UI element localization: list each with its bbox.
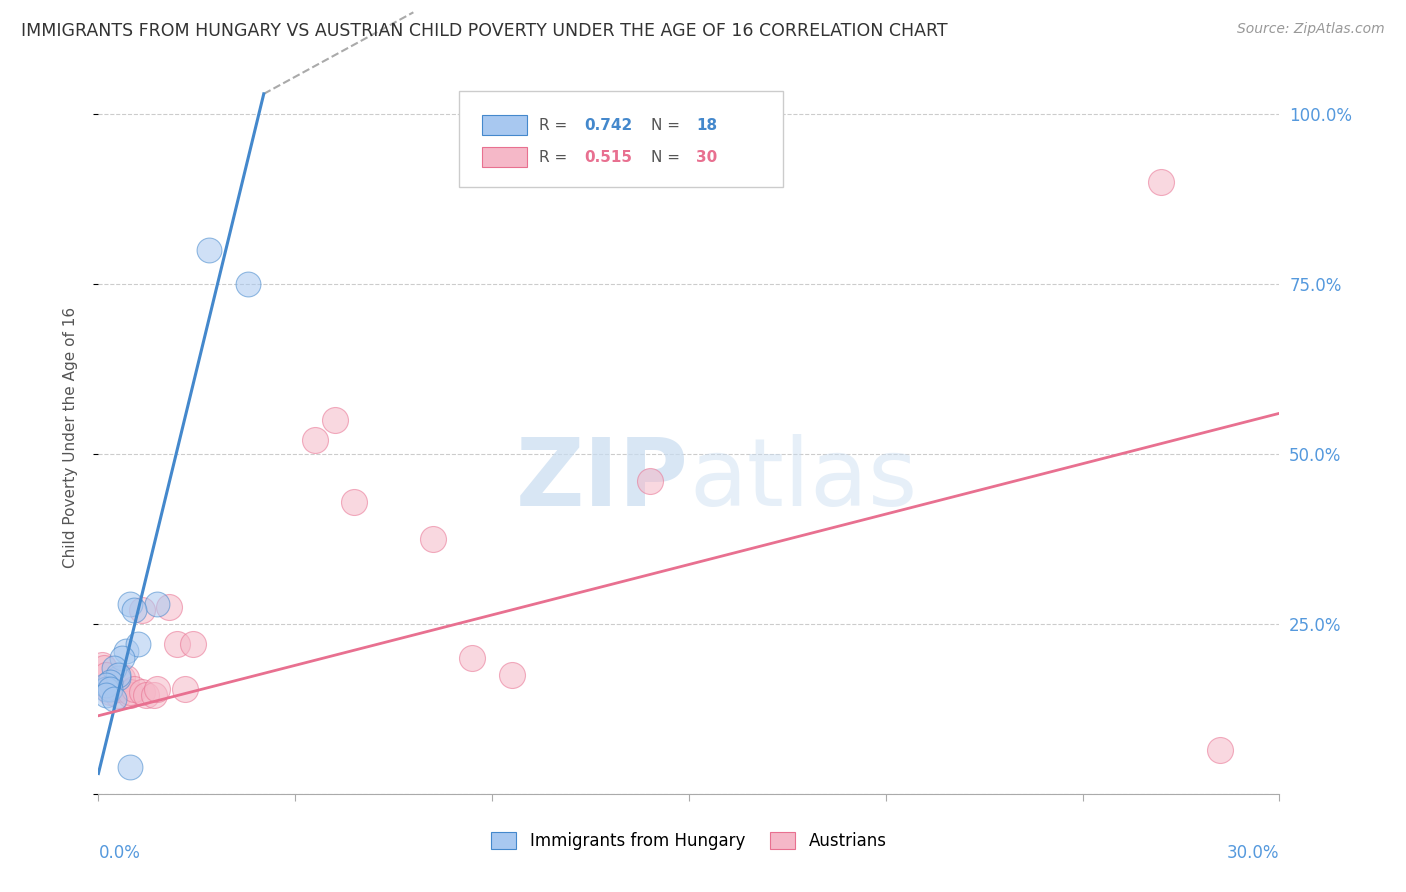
Point xyxy=(166,637,188,651)
Point xyxy=(146,597,169,611)
Point xyxy=(181,637,204,651)
Text: 0.742: 0.742 xyxy=(583,118,633,133)
Point xyxy=(146,681,169,696)
FancyBboxPatch shape xyxy=(482,147,527,168)
Point xyxy=(98,674,121,689)
Point xyxy=(142,689,165,703)
Point xyxy=(98,685,121,699)
Point xyxy=(1150,175,1173,189)
Point xyxy=(91,657,114,672)
Point xyxy=(96,681,118,696)
Point xyxy=(461,651,484,665)
Point xyxy=(118,760,141,774)
Text: N =: N = xyxy=(651,118,685,133)
Point xyxy=(135,689,157,703)
Point xyxy=(111,651,134,665)
Point xyxy=(96,668,118,682)
Point xyxy=(107,668,129,682)
Point xyxy=(131,685,153,699)
Text: IMMIGRANTS FROM HUNGARY VS AUSTRIAN CHILD POVERTY UNDER THE AGE OF 16 CORRELATIO: IMMIGRANTS FROM HUNGARY VS AUSTRIAN CHIL… xyxy=(21,22,948,40)
Text: R =: R = xyxy=(538,150,572,165)
Text: 0.0%: 0.0% xyxy=(98,844,141,862)
Y-axis label: Child Poverty Under the Age of 16: Child Poverty Under the Age of 16 xyxy=(63,307,77,567)
Point xyxy=(638,475,661,489)
Text: R =: R = xyxy=(538,118,572,133)
Point xyxy=(501,668,523,682)
Point xyxy=(236,277,259,292)
Point xyxy=(122,681,145,696)
Point xyxy=(111,671,134,685)
Point xyxy=(96,689,118,703)
Text: Source: ZipAtlas.com: Source: ZipAtlas.com xyxy=(1237,22,1385,37)
Point xyxy=(122,603,145,617)
Point xyxy=(1209,742,1232,756)
Legend: Immigrants from Hungary, Austrians: Immigrants from Hungary, Austrians xyxy=(485,825,893,857)
Point xyxy=(118,597,141,611)
FancyBboxPatch shape xyxy=(458,91,783,187)
Text: N =: N = xyxy=(651,150,685,165)
Text: ZIP: ZIP xyxy=(516,434,689,526)
Text: atlas: atlas xyxy=(689,434,917,526)
Point xyxy=(96,678,118,692)
Point xyxy=(343,494,366,508)
Point xyxy=(157,599,180,614)
Point xyxy=(103,661,125,675)
Point xyxy=(103,691,125,706)
Point xyxy=(98,681,121,696)
Text: 30.0%: 30.0% xyxy=(1227,844,1279,862)
Point xyxy=(174,681,197,696)
Point xyxy=(118,689,141,703)
Point xyxy=(197,243,219,257)
Point xyxy=(107,689,129,703)
Point xyxy=(131,603,153,617)
Point xyxy=(115,671,138,685)
Point xyxy=(127,637,149,651)
Text: 18: 18 xyxy=(696,118,717,133)
Point xyxy=(115,644,138,658)
Point xyxy=(304,434,326,448)
Point xyxy=(422,532,444,546)
Point xyxy=(118,685,141,699)
Point xyxy=(107,671,129,685)
Point xyxy=(98,681,121,696)
Text: 30: 30 xyxy=(696,150,717,165)
Point xyxy=(323,413,346,427)
FancyBboxPatch shape xyxy=(482,115,527,136)
Point xyxy=(93,661,115,675)
Point xyxy=(107,681,129,696)
Text: 0.515: 0.515 xyxy=(583,150,631,165)
